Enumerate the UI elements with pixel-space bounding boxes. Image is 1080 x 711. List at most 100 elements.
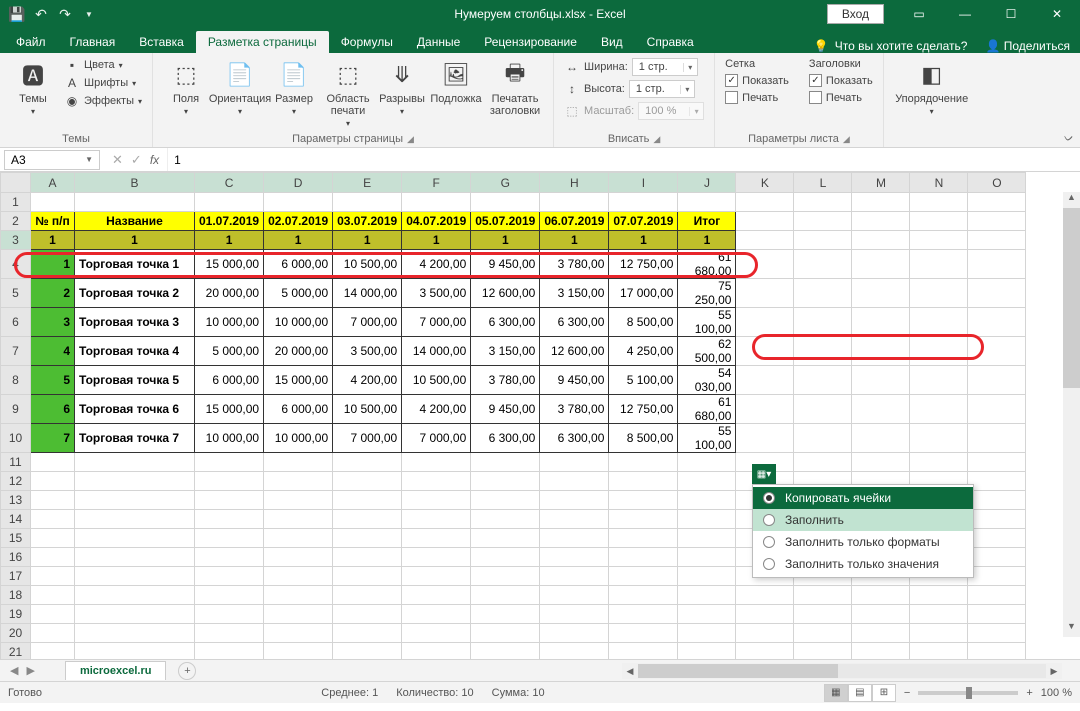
colors-button[interactable]: ▪Цвета▾ <box>62 57 144 73</box>
column-header[interactable]: A <box>31 173 75 193</box>
cell[interactable] <box>736 231 794 250</box>
tell-me-search[interactable]: 💡 Что вы хотите сделать? <box>814 39 968 53</box>
cell[interactable] <box>736 337 794 366</box>
maximize-icon[interactable]: ☐ <box>988 0 1034 28</box>
value-cell[interactable]: 6 300,00 <box>471 308 540 337</box>
cell[interactable] <box>195 453 264 472</box>
value-cell[interactable]: 4 200,00 <box>333 366 402 395</box>
arrange-button[interactable]: ◧Упорядочение▾ <box>892 57 972 116</box>
cell[interactable] <box>471 605 540 624</box>
cell[interactable] <box>75 510 195 529</box>
cell[interactable] <box>333 643 402 660</box>
cell[interactable] <box>968 510 1026 529</box>
cell[interactable] <box>471 510 540 529</box>
sheet-tab[interactable]: microexcel.ru <box>65 661 167 680</box>
cell[interactable] <box>195 529 264 548</box>
cell[interactable] <box>333 453 402 472</box>
close-icon[interactable]: ✕ <box>1034 0 1080 28</box>
cell[interactable] <box>75 567 195 586</box>
row-header[interactable]: 21 <box>1 643 31 660</box>
column-header[interactable]: N <box>910 173 968 193</box>
cell[interactable] <box>264 605 333 624</box>
gridlines-view-checkbox[interactable]: ✓Показать <box>723 73 791 88</box>
cell[interactable] <box>609 453 678 472</box>
column-header[interactable]: G <box>471 173 540 193</box>
enter-formula-icon[interactable]: ✓ <box>131 152 142 168</box>
row-header[interactable]: 6 <box>1 308 31 337</box>
zoom-in-button[interactable]: + <box>1026 687 1032 699</box>
cell[interactable] <box>471 548 540 567</box>
cell[interactable] <box>910 193 968 212</box>
row-name-cell[interactable]: Торговая точка 7 <box>75 424 195 453</box>
column-header[interactable]: O <box>968 173 1026 193</box>
row-header[interactable]: 4 <box>1 250 31 279</box>
cell[interactable] <box>402 586 471 605</box>
cell[interactable] <box>968 250 1026 279</box>
row-header[interactable]: 14 <box>1 510 31 529</box>
row-header[interactable]: 8 <box>1 366 31 395</box>
value-cell[interactable]: 3 780,00 <box>471 366 540 395</box>
table-header-cell[interactable]: 01.07.2019 <box>195 212 264 231</box>
cell[interactable] <box>31 529 75 548</box>
cell[interactable] <box>264 567 333 586</box>
effects-button[interactable]: ◉Эффекты▾ <box>62 93 144 109</box>
page-setup-launcher-icon[interactable]: ◢ <box>403 134 414 144</box>
value-cell[interactable]: 6 000,00 <box>264 250 333 279</box>
row-name-cell[interactable]: Торговая точка 3 <box>75 308 195 337</box>
table-header-cell[interactable]: 04.07.2019 <box>402 212 471 231</box>
cell[interactable] <box>264 624 333 643</box>
value-cell[interactable]: 5 100,00 <box>609 366 678 395</box>
cell[interactable] <box>852 231 910 250</box>
cell[interactable] <box>402 567 471 586</box>
value-cell[interactable]: 6 000,00 <box>264 395 333 424</box>
cell[interactable] <box>678 193 736 212</box>
value-cell[interactable]: 15 000,00 <box>195 395 264 424</box>
tab-file[interactable]: Файл <box>4 31 58 53</box>
tab-home[interactable]: Главная <box>58 31 128 53</box>
spreadsheet-grid[interactable]: ABCDEFGHIJKLMNO12№ п/пНазвание01.07.2019… <box>0 172 1080 659</box>
cell[interactable] <box>852 279 910 308</box>
row-number-cell[interactable]: 3 <box>31 308 75 337</box>
undo-icon[interactable]: ↶ <box>32 5 50 23</box>
cell[interactable] <box>264 548 333 567</box>
cell[interactable] <box>678 605 736 624</box>
total-cell[interactable]: 61 680,00 <box>678 250 736 279</box>
cell[interactable] <box>794 250 852 279</box>
row-number-cell[interactable]: 2 <box>31 279 75 308</box>
name-box[interactable]: A3▼ <box>4 150 100 170</box>
cell[interactable] <box>852 395 910 424</box>
cell[interactable] <box>609 510 678 529</box>
total-cell[interactable]: 75 250,00 <box>678 279 736 308</box>
cell[interactable] <box>968 643 1026 660</box>
column-header[interactable]: L <box>794 173 852 193</box>
cell[interactable] <box>678 548 736 567</box>
cell[interactable] <box>794 624 852 643</box>
cell[interactable] <box>471 529 540 548</box>
cell[interactable] <box>609 548 678 567</box>
selected-cell[interactable]: 1 <box>264 231 333 250</box>
table-header-cell[interactable]: Название <box>75 212 195 231</box>
cell[interactable] <box>264 586 333 605</box>
width-input[interactable]: 1 стр.▾ <box>632 58 698 76</box>
view-page-break-button[interactable]: ⊞ <box>872 684 896 702</box>
cell[interactable] <box>264 510 333 529</box>
cell[interactable] <box>540 472 609 491</box>
cell[interactable] <box>75 548 195 567</box>
cell[interactable] <box>736 424 794 453</box>
cell[interactable] <box>540 491 609 510</box>
row-name-cell[interactable]: Торговая точка 6 <box>75 395 195 424</box>
value-cell[interactable]: 3 150,00 <box>540 279 609 308</box>
row-header[interactable]: 7 <box>1 337 31 366</box>
cell[interactable] <box>852 366 910 395</box>
tab-formulas[interactable]: Формулы <box>329 31 405 53</box>
cell[interactable] <box>852 193 910 212</box>
cell[interactable] <box>75 586 195 605</box>
cell[interactable] <box>910 337 968 366</box>
cell[interactable] <box>736 605 794 624</box>
selected-cell[interactable]: 1 <box>540 231 609 250</box>
cell[interactable] <box>31 586 75 605</box>
value-cell[interactable]: 17 000,00 <box>609 279 678 308</box>
row-number-cell[interactable]: 5 <box>31 366 75 395</box>
row-header[interactable]: 9 <box>1 395 31 424</box>
tab-insert[interactable]: Вставка <box>127 31 196 53</box>
